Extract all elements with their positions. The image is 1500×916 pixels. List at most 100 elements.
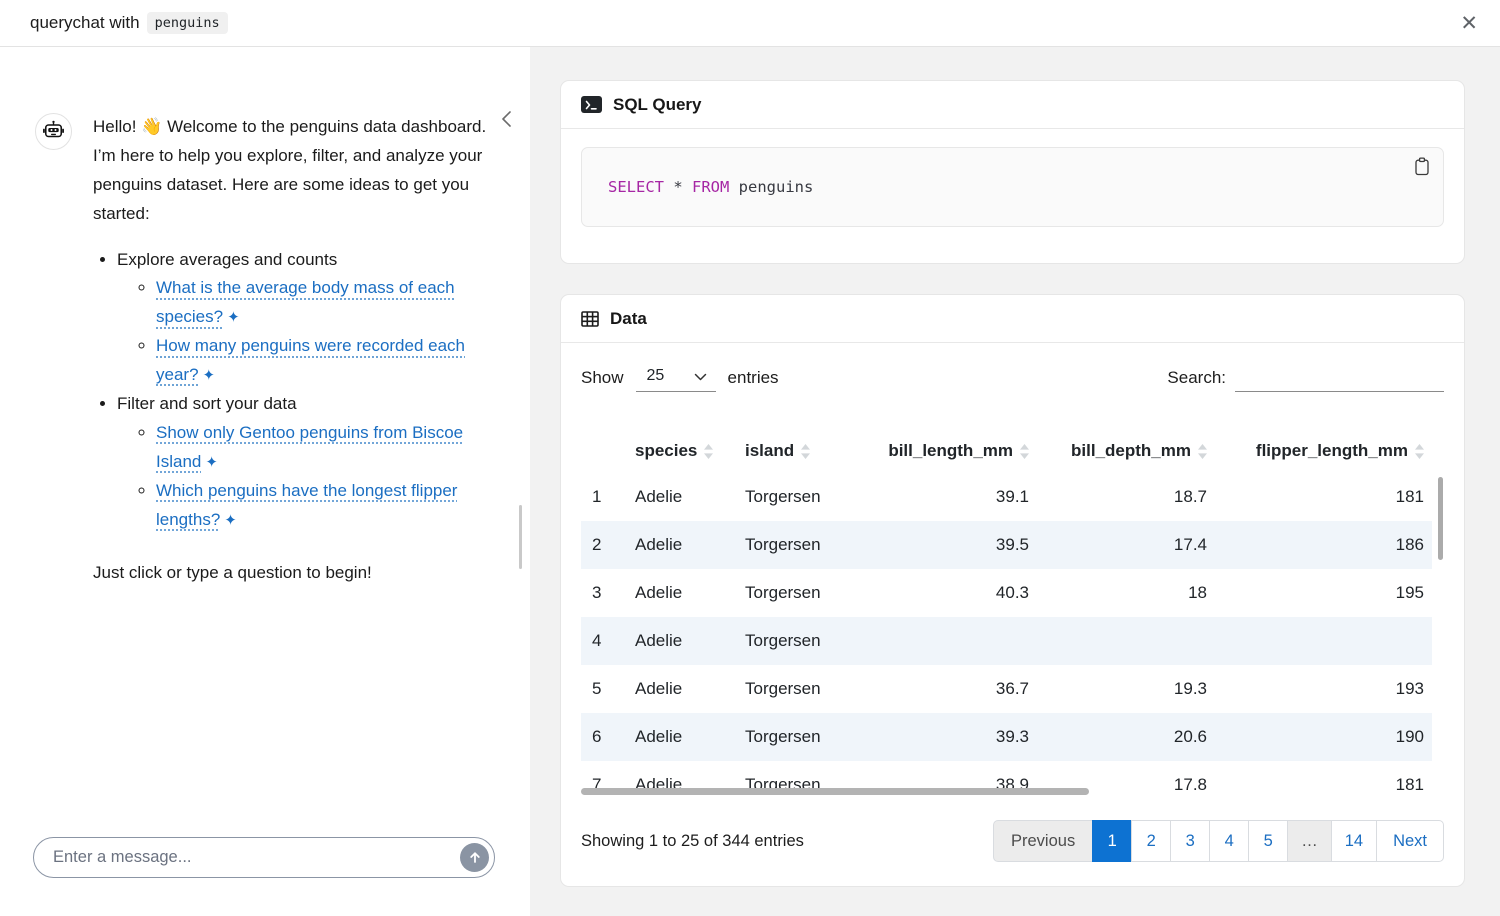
vertical-scrollbar-thumb[interactable] (1438, 477, 1443, 560)
column-header-inner: island (745, 441, 847, 461)
results-info: Showing 1 to 25 of 344 entries (581, 831, 804, 850)
column-header-flipper_length_mm[interactable]: flipper_length_mm (1215, 429, 1432, 473)
table-cell: 186 (1395, 535, 1424, 554)
sort-icon (801, 443, 811, 459)
table-cell: Torgersen (745, 727, 821, 746)
copy-button[interactable] (1414, 157, 1430, 179)
sort-icon (704, 443, 714, 459)
sparkle-icon: ✦ (227, 309, 240, 327)
table-cell: 17.8 (1173, 775, 1207, 794)
close-icon: ✕ (1460, 11, 1478, 35)
sql-query-card: SQL Query SELECT * FROM penguins (560, 80, 1465, 264)
page-size-select[interactable]: 25 (635, 364, 716, 392)
suggestion-sublist: Show only Gentoo penguins from Biscoe Is… (117, 419, 493, 535)
table-header: species island bill_length_mm bill_depth_mm… (581, 429, 1432, 473)
table-cell: Adelie (635, 679, 683, 698)
column-header-bill_length_mm[interactable]: bill_length_mm (855, 429, 1037, 473)
section-label: Explore averages and counts (117, 249, 338, 269)
terminal-icon (581, 96, 602, 113)
suggestion-link[interactable]: What is the average body mass of each sp… (156, 278, 455, 327)
pagination-14[interactable]: 14 (1330, 820, 1378, 862)
message-input[interactable] (33, 837, 495, 878)
table-cell (1037, 617, 1215, 665)
table-cell: 181 (1395, 775, 1424, 794)
sql-card-header: SQL Query (561, 81, 1464, 129)
row-number-cell: 6 (592, 727, 602, 746)
column-header-bill_depth_mm[interactable]: bill_depth_mm (1037, 429, 1215, 473)
pagination-1[interactable]: 1 (1092, 820, 1133, 862)
table-cell: 18 (1188, 583, 1207, 602)
dataset-name-chip: penguins (146, 12, 228, 34)
column-label: bill_depth_mm (1071, 441, 1191, 460)
horizontal-scrollbar-thumb[interactable] (581, 788, 1089, 795)
table-cell: Adelie (635, 535, 683, 554)
column-label: flipper_length_mm (1255, 441, 1408, 460)
table-cell: 39.5 (995, 535, 1029, 554)
column-label: bill_length_mm (888, 441, 1013, 460)
table-row: 5 Adelie Torgersen 36.7 19.3 193 (581, 665, 1432, 713)
sql-code: SELECT * FROM penguins (608, 178, 813, 196)
closing-text: Just click or type a question to begin! (93, 563, 372, 583)
data-card-title: Data (610, 308, 647, 328)
clipboard-icon (1415, 157, 1429, 176)
sql-keyword: SELECT (608, 178, 664, 196)
pagination-…: … (1287, 820, 1332, 862)
chevron-left-icon (502, 111, 511, 127)
pagination-3[interactable]: 3 (1170, 820, 1211, 862)
table-cell: 19.3 (1173, 679, 1207, 698)
suggestions-list: Explore averages and counts What is the a… (93, 246, 493, 535)
table-row: 4 Adelie Torgersen (581, 617, 1432, 665)
show-label: Show (581, 368, 624, 387)
entries-label: entries (727, 368, 779, 387)
chat-scrollbar-thumb[interactable] (519, 505, 522, 569)
data-table: species island bill_length_mm bill_depth_mm… (581, 429, 1432, 800)
close-button[interactable]: ✕ (1460, 13, 1478, 34)
suggestion-item: Which penguins have the longest flipper … (156, 477, 493, 535)
column-header-inner: flipper_length_mm (1223, 441, 1424, 461)
sql-text: * (664, 178, 692, 196)
pagination-next[interactable]: Next (1376, 820, 1444, 862)
suggestion-section: Explore averages and counts What is the a… (117, 246, 493, 390)
table-cell: Adelie (635, 631, 683, 650)
column-header-species[interactable]: species (627, 429, 737, 473)
table-row: 2 Adelie Torgersen 39.5 17.4 186 (581, 521, 1432, 569)
pagination-5[interactable]: 5 (1248, 820, 1289, 862)
search-input[interactable] (1235, 364, 1444, 392)
suggestion-link[interactable]: Which penguins have the longest flipper … (156, 480, 458, 529)
send-button[interactable] (460, 843, 489, 872)
sparkle-icon: ✦ (202, 367, 216, 385)
column-label: island (745, 441, 795, 460)
suggestion-link[interactable]: Show only Gentoo penguins from Biscoe Is… (156, 422, 464, 471)
pagination-2[interactable]: 2 (1131, 820, 1172, 862)
column-header-island[interactable]: island (737, 429, 855, 473)
table-cell: 36.7 (995, 679, 1029, 698)
chat-input-bar (33, 837, 495, 878)
page-title: querychat with (30, 13, 140, 32)
table-cell: 40.3 (995, 583, 1029, 602)
column-header-inner: bill_depth_mm (1045, 441, 1207, 461)
sql-keyword: FROM (692, 178, 730, 196)
assistant-avatar (35, 113, 72, 150)
row-number-cell: 7 (592, 775, 602, 794)
arrow-up-icon (469, 852, 480, 863)
table-cell: 39.3 (995, 727, 1029, 746)
table-cell (855, 617, 1037, 665)
row-number-cell: 1 (592, 487, 602, 506)
suggestion-sublist: What is the average body mass of each sp… (117, 274, 493, 390)
table-footer: Showing 1 to 25 of 344 entries Previous 1… (581, 820, 1444, 862)
data-card-header: Data (561, 295, 1464, 343)
table-cell: Torgersen (745, 487, 821, 506)
table-row: 6 Adelie Torgersen 39.3 20.6 190 (581, 713, 1432, 761)
data-card: Data Show 25 entries Searc (560, 294, 1465, 887)
table-cell: Torgersen (745, 631, 821, 650)
collapse-sidebar-button[interactable] (501, 110, 512, 131)
table-cell (1215, 617, 1432, 665)
table-cell: 39.1 (995, 487, 1029, 506)
section-label: Filter and sort your data (117, 394, 297, 414)
table-cell: 20.6 (1173, 727, 1207, 746)
pagination-4[interactable]: 4 (1209, 820, 1250, 862)
table-controls: Show 25 entries Search: (581, 360, 1444, 396)
suggestion-link[interactable]: How many penguins were recorded each yea… (156, 336, 466, 385)
sort-icon (1198, 443, 1207, 459)
pagination-previous: Previous (993, 820, 1094, 862)
